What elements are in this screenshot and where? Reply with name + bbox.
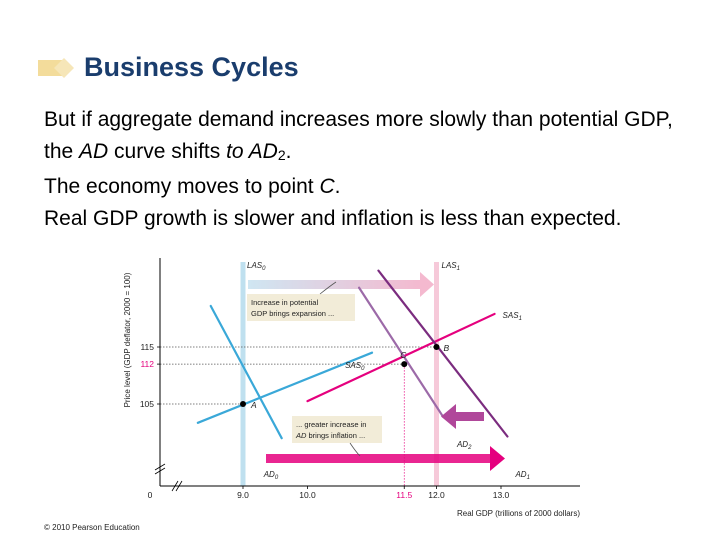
point-a <box>240 401 246 407</box>
body-line-3: Real GDP growth is slower and inflation … <box>44 207 622 230</box>
ad-shift-arrow-body <box>266 454 492 463</box>
annotation-inflation-line1: ... greater increase in <box>296 420 366 429</box>
series-las0-line <box>240 262 246 486</box>
annotation-inflation-pointer <box>349 442 361 457</box>
x-tick-label: 13.0 <box>493 490 510 500</box>
x-axis-label: Real GDP (trillions of 2000 dollars) <box>457 509 580 518</box>
x-tick-label: 11.5 <box>396 490 412 500</box>
body-line-1-a: But if aggregate demand increases more s… <box>44 108 673 163</box>
point-c-label: C <box>400 350 407 360</box>
body-line-1-b: curve shifts <box>108 140 227 163</box>
series-las1-line <box>434 262 439 486</box>
body-line-2-a: The economy moves to point <box>44 175 320 198</box>
series-ad1-line <box>377 269 509 438</box>
series-ad2-line <box>358 286 445 418</box>
point-a-label: A <box>250 400 257 410</box>
annotation-box-inflation <box>292 416 382 443</box>
x-tick-label: 9.0 <box>237 490 249 500</box>
point-c <box>401 361 408 368</box>
x-tick-label: 10.0 <box>299 490 316 500</box>
x-axis-break <box>171 480 183 492</box>
series-sas0-line <box>196 351 374 424</box>
ad2-shortfall-arrow-body <box>454 412 484 421</box>
x-tick-label: 12.0 <box>428 490 445 500</box>
label-las1: LAS1 <box>442 261 460 272</box>
x-tick-label: 0 <box>148 490 153 500</box>
y-axis-break <box>154 463 166 475</box>
ad2-shortfall-arrow-head <box>441 404 456 429</box>
label-las0: LAS0 <box>247 261 266 272</box>
las-shift-arrow-body <box>248 280 422 289</box>
series-sas1-line <box>306 312 496 403</box>
annotation-expansion-pointer <box>319 281 337 295</box>
body-line-1-ad: AD <box>79 140 109 163</box>
point-b-label: B <box>444 343 450 353</box>
annotation-expansion-line2: GDP brings expansion ... <box>251 309 334 318</box>
body-line-2: The economy moves to point C. <box>44 171 684 203</box>
annotation-expansion-line1: Increase in potential <box>251 298 318 307</box>
series-ad0-line <box>209 304 283 440</box>
y-tick-label: 115 <box>140 342 154 352</box>
y-axis-label: Price level (GDP deflator, 2000 = 100) <box>123 272 132 407</box>
y-tick-label: 105 <box>140 399 154 409</box>
label-sas0: SAS0 <box>345 361 365 372</box>
body-line-1-to: to AD <box>226 140 278 163</box>
body-line-1-sub: 2 <box>277 147 286 163</box>
slide-title: Business Cycles <box>84 52 299 82</box>
las-shift-arrow-head <box>420 272 434 297</box>
copyright-text: © 2010 Pearson Education <box>44 523 140 532</box>
slide-body: But if aggregate demand increases more s… <box>44 104 684 235</box>
ad-shift-arrow-head <box>490 446 505 471</box>
body-line-1: But if aggregate demand increases more s… <box>44 104 684 171</box>
annotation-box-expansion <box>247 294 355 321</box>
label-ad1: AD1 <box>514 470 529 481</box>
label-sas1: SAS1 <box>503 311 522 322</box>
point-b <box>433 344 440 350</box>
annotation-inflation-line2: AD brings inflation ... <box>295 431 365 440</box>
body-line-2-c: C <box>319 175 335 198</box>
label-ad2: AD2 <box>456 440 472 451</box>
title-decoration-icon <box>38 58 74 78</box>
body-line-2-end: . <box>334 175 341 198</box>
label-ad0: AD0 <box>263 470 279 481</box>
body-line-1-end: . <box>285 140 292 163</box>
y-tick-label: 112 <box>140 359 154 369</box>
